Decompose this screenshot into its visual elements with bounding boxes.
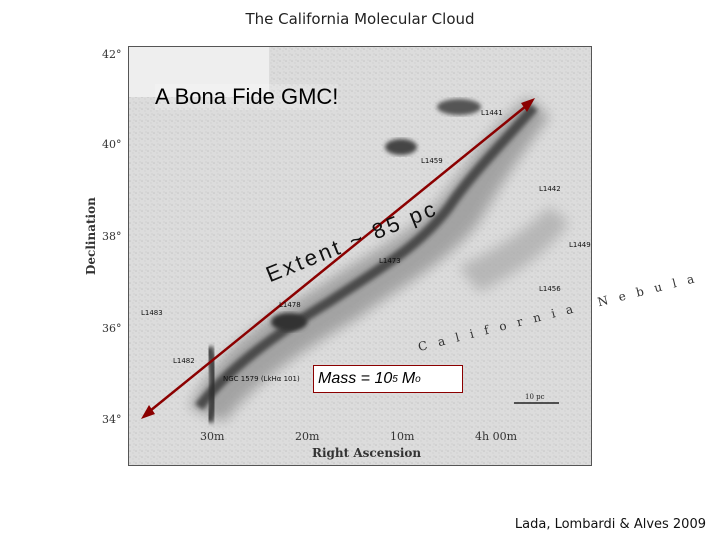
mass-unit: M (401, 370, 416, 387)
map-top-left-blank (129, 47, 269, 97)
ytick-40: 40° (102, 138, 122, 151)
citation: Lada, Lombardi & Alves 2009 (514, 517, 706, 532)
xtick-10m: 10m (390, 430, 415, 443)
cloud-map (129, 47, 591, 465)
xtick-20m: 20m (295, 430, 320, 443)
region-label-l1449: L1449 (569, 241, 591, 249)
extinction-map-figure: L1441 L1459 L1442 L1449 L1473 L1456 L147… (80, 40, 706, 470)
slide-title: The California Molecular Cloud (245, 10, 475, 28)
cloud-east-band (459, 207, 569, 292)
region-label-l1441: L1441 (481, 109, 503, 117)
cloud-south-clump (204, 345, 219, 424)
gmc-headline: A Bona Fide GMC! (155, 84, 339, 110)
mass-unit-subscript: o (415, 373, 421, 385)
map-plot-area: L1441 L1459 L1442 L1449 L1473 L1456 L147… (128, 46, 592, 466)
mass-exponent: 5 (392, 373, 398, 385)
region-label-l1473: L1473 (379, 257, 401, 265)
cloud-core-l1478 (271, 313, 307, 331)
region-label-l1478: L1478 (279, 301, 301, 309)
region-label-l1456: L1456 (539, 285, 561, 293)
xtick-30m: 30m (200, 430, 225, 443)
extent-arrow-head-end (521, 98, 535, 112)
extent-arrow-head-start (141, 405, 155, 419)
cloud-dense-filament (195, 103, 538, 411)
region-label-l1459: L1459 (421, 157, 443, 165)
ytick-38: 38° (102, 230, 122, 243)
scale-bar-label: 10 pc (525, 393, 545, 401)
x-axis-title: Right Ascension (312, 446, 422, 460)
region-label-l1483: L1483 (141, 309, 163, 317)
region-label-l1442: L1442 (539, 185, 561, 193)
region-label-l1482: L1482 (173, 357, 195, 365)
ytick-36: 36° (102, 322, 122, 335)
mass-prefix: Mass = 10 (318, 370, 393, 387)
y-axis-title: Declination (84, 197, 98, 275)
cloud-core-l1459 (385, 139, 417, 155)
ytick-42: 42° (102, 48, 122, 61)
cloud-core-l1441 (437, 99, 481, 115)
extent-arrow-line (144, 101, 532, 416)
region-label-ngc1579: NGC 1579 (LkHα 101) (223, 375, 300, 383)
xtick-4h00m: 4h 00m (475, 430, 518, 443)
ytick-34: 34° (102, 413, 122, 426)
cloud-diffuse-band (189, 97, 549, 422)
